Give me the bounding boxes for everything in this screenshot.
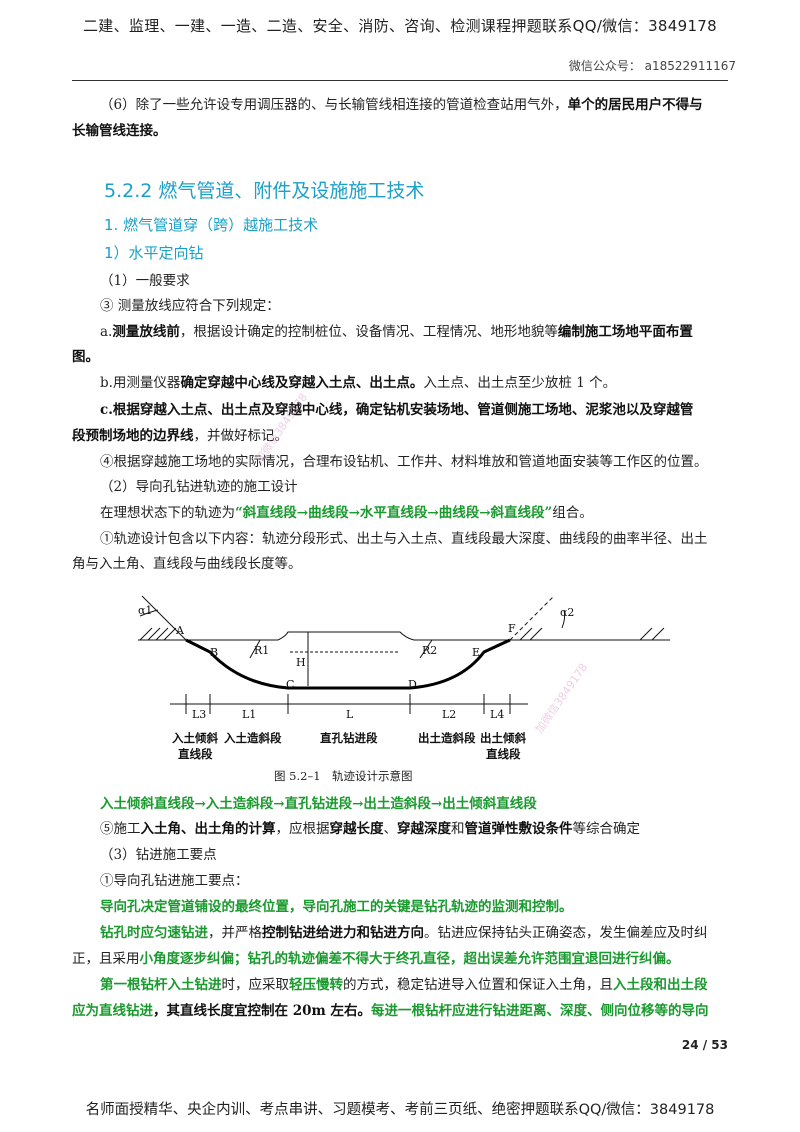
item-c-line2: 段预制场地的边界线，并做好标记。: [72, 428, 288, 444]
trajectory-content-line2: 角与入土角、直线段与曲线段长度等。: [72, 556, 302, 572]
label-e: E: [472, 646, 480, 659]
r1-line: [249, 639, 261, 659]
figure-caption: 图 5.2–1 轨迹设计示意图: [274, 769, 413, 783]
seg-entry-incline-2: 直线段: [178, 747, 213, 761]
label-alpha2: α2: [560, 606, 574, 619]
ideal-trajectory: 在理想状态下的轨迹为“斜直线段→曲线段→水平直线段→曲线段→斜直线段”组合。: [100, 505, 593, 521]
para-6-line1: （6）除了一些允许设专用调压器的、与长输管线相连接的管道检查站用气外，单个的居民…: [100, 97, 703, 113]
label-l: L: [346, 708, 354, 721]
para-6-line2: 长输管线连接。: [72, 123, 167, 139]
exit-angle-line: [509, 595, 555, 641]
guide-design: （2）导向孔钻进轨迹的施工设计: [100, 479, 298, 495]
page-header: 二建、监理、一建、一造、二造、安全、消防、咨询、检测课程押题联系QQ/微信：38…: [83, 17, 717, 35]
seg-exit-curve: 出土造斜段: [418, 731, 476, 745]
alpha2-arc: [561, 609, 566, 629]
label-a: A: [175, 624, 185, 637]
seg-entry-curve: 入土造斜段: [224, 731, 282, 745]
r2-line: [419, 639, 433, 659]
label-h: H: [296, 656, 306, 669]
label-r1: R1: [254, 644, 269, 657]
trajectory-diagram: α1 α2 A B C D E F R1 R2 H L3 L1 L L2 L4 …: [138, 595, 670, 783]
drilling-points: （3）钻进施工要点: [100, 847, 217, 863]
guide-hole-points: ①导向孔钻进施工要点：: [100, 873, 249, 889]
survey-rules: ③ 测量放线应符合下列规定：: [100, 298, 280, 314]
general-requirements: （1）一般要求: [100, 273, 190, 289]
subheading-hdd: 1）水平定向钻: [104, 244, 204, 262]
item-a-line1: a.测量放线前，根据设计确定的控制桩位、设备情况、工程情况、地形地貌等编制施工场…: [100, 324, 693, 340]
label-alpha1: α1: [138, 604, 152, 617]
item-c-line1: c.根据穿越入土点、出土点及穿越中心线，确定钻机安装场地、管道侧施工场地、泥浆池…: [100, 402, 694, 418]
seg-exit-incline-1: 出土倾斜: [480, 731, 526, 745]
page-footer: 名师面授精华、央企内训、考点串讲、习题模考、考前三页纸、绝密押题联系QQ/微信：…: [85, 1102, 715, 1118]
uniform-drilling-line1: 钻孔时应匀速钻进，并严格控制钻进给进力和钻进方向。钻进应保持钻头正确姿态，发生偏…: [100, 925, 708, 941]
seg-entry-incline-1: 入土倾斜: [172, 731, 218, 745]
first-rod-line2: 应为直线钻进，其直线长度宜控制在 20m 左右。每进一根钻杆应进行钻进距离、深度…: [72, 1003, 709, 1019]
first-rod-line1: 第一根钻杆入土钻进时，应采取轻压慢转的方式，稳定钻进导入位置和保证入土角，且入土…: [100, 977, 708, 993]
drill-trajectory: [185, 638, 511, 690]
alpha1-arc: [139, 609, 159, 617]
label-f: F: [508, 622, 516, 635]
section-heading-5-2-2: 5.2.2 燃气管道、附件及设施施工技术: [104, 180, 425, 202]
label-b: B: [210, 646, 218, 659]
item-b: b.用测量仪器确定穿越中心线及穿越入土点、出土点。入土点、出土点至少放桩 1 个…: [100, 375, 617, 391]
trajectory-content-line1: ①轨迹设计包含以下内容：轨迹分段形式、出土与入土点、直线段最大深度、曲线段的曲率…: [100, 531, 708, 547]
label-l2: L2: [442, 708, 456, 721]
entry-angle-line: [141, 595, 187, 641]
item-5: ⑤施工入土角、出土角的计算，应根据穿越长度、穿越深度和管道弹性敷设条件等综合确定: [100, 821, 640, 837]
label-r2: R2: [422, 644, 437, 657]
label-l4: L4: [490, 708, 504, 721]
item-a-line2: 图。: [72, 349, 99, 365]
label-c: C: [286, 678, 294, 691]
label-l3: L3: [192, 708, 206, 721]
uniform-drilling-line2: 正，且采用小角度逐步纠偏；钻孔的轨迹偏差不得大于终孔直径，超出误差允许范围宜退回…: [72, 951, 680, 967]
guide-hole-position: 导向孔决定管道铺设的最终位置，导向孔施工的关键是钻孔轨迹的监测和控制。: [100, 899, 573, 915]
seg-exit-incline-2: 直线段: [486, 747, 521, 761]
label-d: D: [408, 678, 417, 691]
page-number: 24 / 53: [681, 1038, 728, 1052]
ground-depression: [277, 631, 510, 641]
label-l1: L1: [242, 708, 256, 721]
wechat-account: 微信公众号： a18522911167: [568, 59, 736, 73]
item-4: ④根据穿越施工场地的实际情况，合理布设钻机、工作井、材料堆放和管道地面安装等工作…: [100, 454, 708, 470]
segment-sequence: 入土倾斜直线段→入土造斜段→直孔钻进段→出土造斜段→出土倾斜直线段: [100, 796, 537, 812]
seg-straight: 直孔钻进段: [320, 731, 378, 745]
subheading-crossing: 1. 燃气管道穿（跨）越施工技术: [104, 216, 319, 234]
header-divider: [72, 80, 728, 81]
